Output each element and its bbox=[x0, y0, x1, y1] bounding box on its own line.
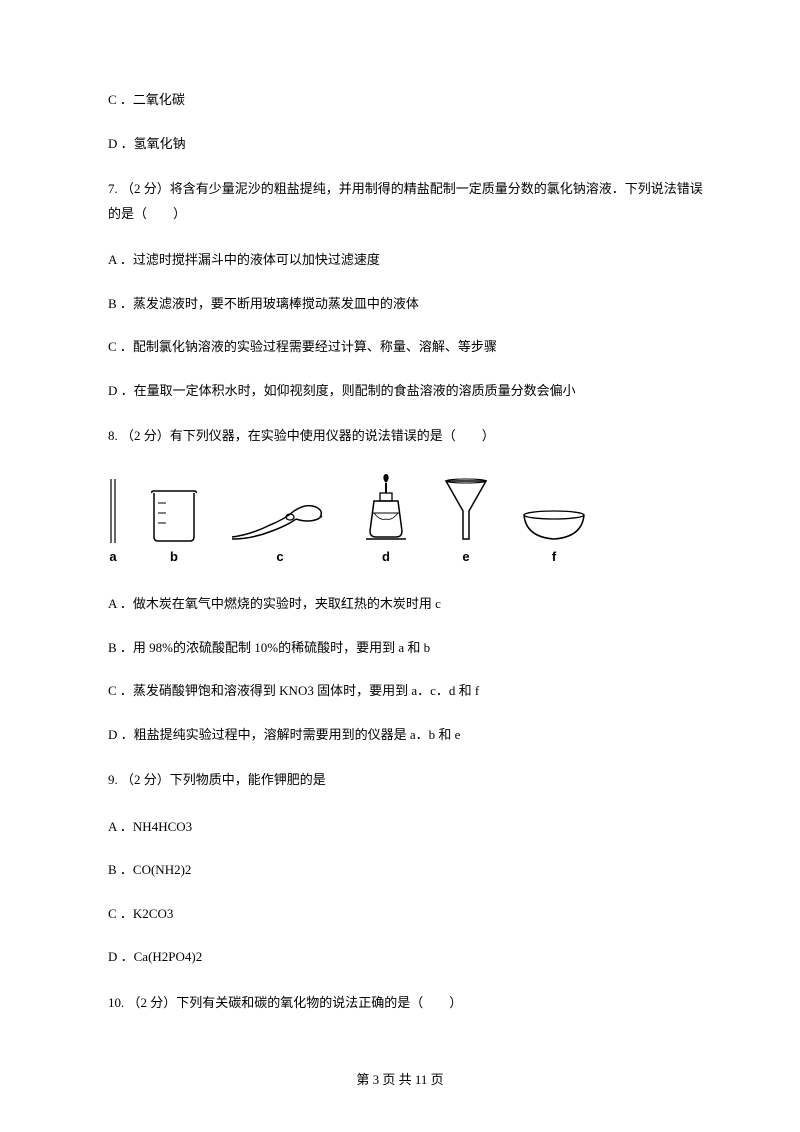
q8-option-a: A ．做木炭在氧气中燃烧的实验时，夹取红热的木炭时用 c bbox=[108, 594, 712, 614]
q8-option-b: B ．用 98%的浓硫酸配制 10%的稀硫酸时，要用到 a 和 b bbox=[108, 638, 712, 658]
tongs-icon bbox=[230, 497, 330, 545]
q8-option-c: C ．蒸发硝酸钾饱和溶液得到 KNO3 固体时，要用到 a．c．d 和 f bbox=[108, 681, 712, 701]
q7-option-a: A ．过滤时搅拌漏斗中的液体可以加快过滤速度 bbox=[108, 250, 712, 270]
equip-f-label: f bbox=[552, 549, 556, 564]
q7-stem: 7. （2 分）将含有少量泥沙的粗盐提纯，并用制得的精盐配制一定质量分数的氯化钠… bbox=[108, 177, 712, 226]
document-content: C ．二氧化碳 D ．氢氧化钠 7. （2 分）将含有少量泥沙的粗盐提纯，并用制… bbox=[0, 0, 800, 1015]
q10-stem: 10. （2 分）下列有关碳和碳的氧化物的说法正确的是（ ） bbox=[108, 991, 712, 1016]
q7-option-c: C ．配制氯化钠溶液的实验过程需要经过计算、称量、溶解、等步骤 bbox=[108, 337, 712, 357]
equip-d: d bbox=[360, 473, 412, 564]
alcohol-lamp-icon bbox=[360, 473, 412, 545]
q9-option-b: B ．CO(NH2)2 bbox=[108, 860, 712, 880]
equip-c-label: c bbox=[276, 549, 283, 564]
glass-rod-icon bbox=[108, 477, 118, 545]
q7-option-d: D ．在量取一定体积水时，如仰视刻度，则配制的食盐溶液的溶质质量分数会偏小 bbox=[108, 381, 712, 401]
page-footer: 第 3 页 共 11 页 bbox=[0, 1069, 800, 1088]
equip-a-label: a bbox=[109, 549, 116, 564]
equip-e: e bbox=[442, 477, 490, 564]
q9-option-a: A ．NH4HCO3 bbox=[108, 817, 712, 837]
q7-option-b: B ．蒸发滤液时，要不断用玻璃棒搅动蒸发皿中的液体 bbox=[108, 294, 712, 314]
equipment-figure: a b c bbox=[108, 473, 712, 564]
equip-b-label: b bbox=[170, 549, 178, 564]
funnel-icon bbox=[442, 477, 490, 545]
q6-option-c: C ．二氧化碳 bbox=[108, 90, 712, 110]
equip-c: c bbox=[230, 497, 330, 564]
equip-f: f bbox=[520, 509, 588, 564]
equip-b: b bbox=[148, 489, 200, 564]
q6-option-d: D ．氢氧化钠 bbox=[108, 134, 712, 154]
beaker-icon bbox=[148, 489, 200, 545]
q8-stem: 8. （2 分）有下列仪器，在实验中使用仪器的说法错误的是（ ） bbox=[108, 424, 712, 449]
equip-a: a bbox=[108, 477, 118, 564]
q8-option-d: D ．粗盐提纯实验过程中，溶解时需要用到的仪器是 a．b 和 e bbox=[108, 725, 712, 745]
equip-e-label: e bbox=[462, 549, 469, 564]
q9-option-d: D ．Ca(H2PO4)2 bbox=[108, 947, 712, 967]
q9-stem: 9. （2 分）下列物质中，能作钾肥的是 bbox=[108, 768, 712, 793]
q9-option-c: C ．K2CO3 bbox=[108, 904, 712, 924]
evaporating-dish-icon bbox=[520, 509, 588, 545]
equip-d-label: d bbox=[382, 549, 390, 564]
